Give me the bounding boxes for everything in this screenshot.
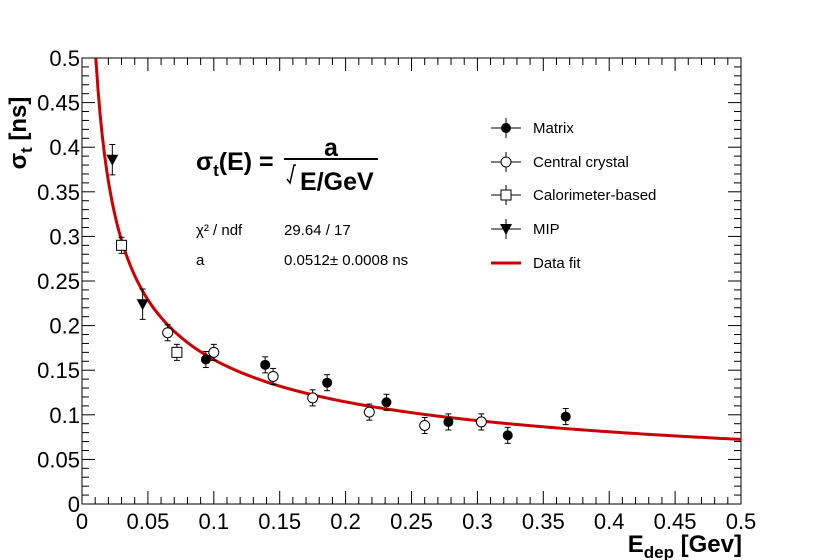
marker (106, 154, 119, 166)
marker (116, 239, 128, 251)
data-point-filled-triangle-down (136, 288, 149, 320)
marker (322, 377, 333, 388)
marker (502, 430, 513, 441)
data-point-filled-circle (322, 374, 333, 392)
data-point-open-circle (363, 403, 375, 421)
legend-marker-triangle-down (500, 224, 512, 235)
y-tick-label: 0.05 (37, 447, 80, 472)
x-tick-label: 0.5 (726, 509, 757, 534)
svg-text:0.0512± 0.0008 ns: 0.0512± 0.0008 ns (284, 252, 408, 269)
plot-frame (81, 57, 742, 505)
svg-text:a: a (196, 252, 205, 269)
legend-label: Matrix (533, 120, 574, 137)
marker (560, 411, 571, 422)
y-tick-label: 0.4 (49, 135, 80, 160)
x-tick-label: 0.05 (126, 509, 169, 534)
y-tick-label: 0.15 (37, 358, 80, 383)
marker (419, 420, 431, 432)
marker (260, 359, 271, 370)
x-tick-label: 0.4 (594, 509, 625, 534)
fit-statistics: χ² / ndf 29.64 / 17 a 0.0512± 0.0008 ns (196, 222, 408, 269)
legend-item-calorimeter-based: Calorimeter-based (491, 185, 656, 205)
legend-marker-filled-circle (501, 123, 511, 133)
data-point-open-circle (419, 416, 431, 435)
x-tick-label: 0.3 (462, 509, 493, 534)
marker (475, 416, 487, 428)
x-tick-labels: 0 0.05 0.1 0.15 0.2 0.25 0.3 0.35 0.4 0.45 0.5 (76, 509, 756, 534)
x-tick-label: 0.2 (330, 509, 361, 534)
data-points (106, 144, 571, 444)
x-tick-label: 0.15 (258, 509, 301, 534)
data-point-open-square (116, 236, 128, 254)
data-point-filled-circle (200, 350, 211, 369)
svg-text:σt(E) =: σt(E) = (196, 148, 274, 180)
marker (200, 354, 211, 365)
y-tick-label: 0.35 (37, 180, 80, 205)
marker (162, 327, 174, 339)
x-tick-label: 0.35 (522, 509, 565, 534)
x-tick-label: 0 (76, 509, 88, 534)
data-point-open-circle (267, 367, 279, 385)
marker (443, 416, 454, 427)
svg-text:a: a (324, 134, 339, 162)
data-point-open-square (171, 343, 183, 361)
fit-formula: σt(E) = a E/GeV (196, 134, 378, 196)
svg-text:29.64 / 17: 29.64 / 17 (284, 222, 351, 239)
x-tick-label: 0.1 (199, 509, 230, 534)
legend-item-matrix: Matrix (491, 118, 574, 138)
legend-item-central-crystal: Central crystal (491, 152, 629, 172)
data-point-filled-circle (260, 356, 271, 374)
x-axis-label: Edep [Gev] (628, 531, 742, 560)
axis-ticks (81, 57, 742, 505)
legend-marker-open-square (500, 189, 512, 201)
svg-text:χ² / ndf: χ² / ndf (196, 222, 243, 239)
legend-label: Central crystal (533, 154, 629, 171)
legend-item-mip: MIP (491, 219, 560, 239)
data-point-filled-circle (443, 413, 454, 431)
y-tick-label: 0.1 (49, 403, 80, 428)
data-point-filled-circle (560, 408, 571, 426)
data-point-filled-circle (502, 426, 513, 444)
marker (208, 346, 220, 358)
data-point-open-circle (162, 324, 174, 342)
marker (136, 299, 149, 311)
marker (267, 370, 279, 382)
y-tick-label: 0 (68, 492, 80, 517)
legend-label: MIP (533, 221, 560, 238)
data-point-filled-triangle-down (106, 144, 119, 176)
y-tick-label: 0.3 (49, 224, 80, 249)
legend: Matrix Central crystal Calorimeter-based… (491, 118, 656, 272)
data-point-open-circle (208, 343, 220, 361)
data-point-open-circle (307, 389, 319, 407)
y-tick-label: 0.2 (49, 314, 80, 339)
x-tick-label: 0.45 (654, 509, 697, 534)
legend-label: Calorimeter-based (533, 187, 656, 204)
y-tick-label: 0.5 (49, 46, 80, 71)
legend-item-data-fit: Data fit (491, 255, 581, 272)
marker (307, 392, 319, 404)
x-tick-label: 0.25 (390, 509, 433, 534)
legend-label: Data fit (533, 255, 581, 272)
marker (381, 397, 392, 408)
marker (171, 346, 183, 358)
y-tick-labels: 0 0.05 0.1 0.15 0.2 0.25 0.3 0.35 0.4 0.45 0.5 (37, 46, 80, 517)
y-tick-label: 0.45 (37, 91, 80, 116)
legend-marker-open-circle (500, 156, 512, 168)
fit-curve (94, 58, 742, 441)
y-axis-label: σt [ns] (5, 97, 36, 170)
data-point-filled-circle (381, 393, 392, 411)
data-point-open-circle (475, 413, 487, 431)
marker (363, 406, 375, 418)
y-tick-label: 0.25 (37, 269, 80, 294)
svg-text:E/GeV: E/GeV (300, 168, 374, 196)
